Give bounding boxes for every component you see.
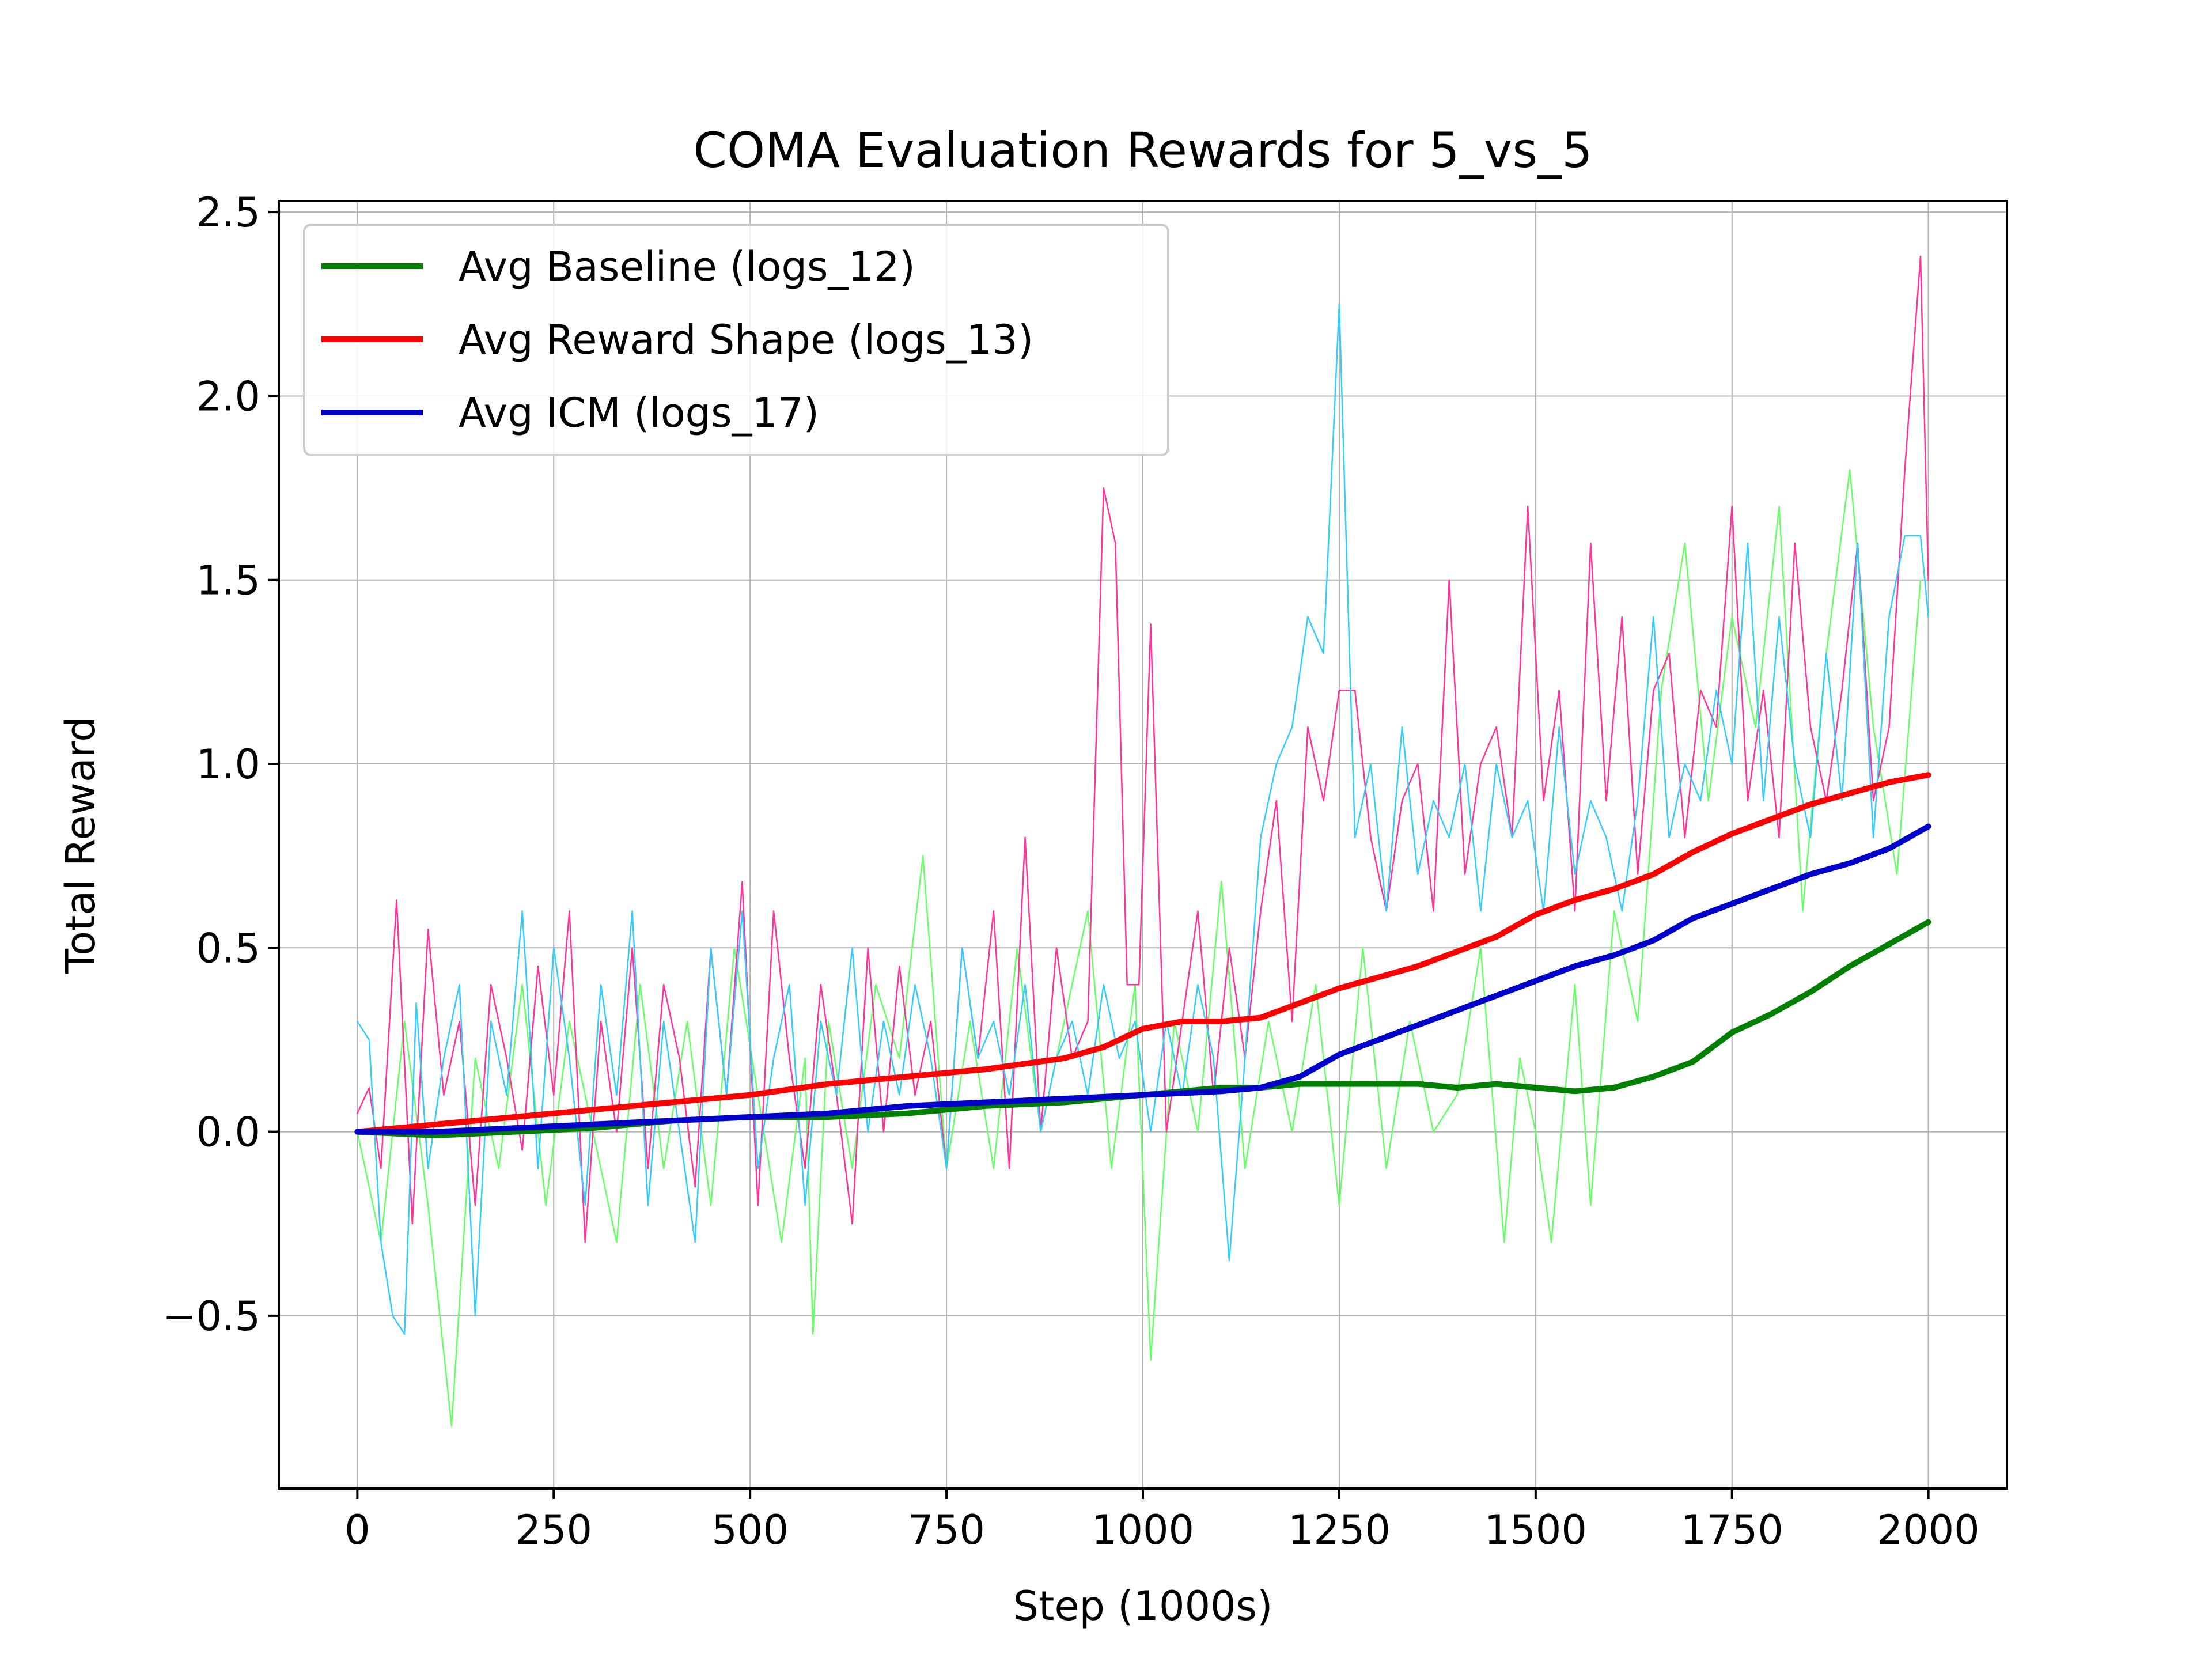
x-tick-label: 250 — [515, 1506, 592, 1554]
x-tick-label: 1250 — [1288, 1506, 1391, 1554]
x-tick-label: 500 — [711, 1506, 789, 1554]
y-axis-label: Total Reward — [57, 716, 104, 974]
chart-title: COMA Evaluation Rewards for 5_vs_5 — [693, 122, 1592, 179]
raw-series-line-4 — [357, 468, 1922, 1427]
legend-label: Avg Reward Shape (logs_13) — [459, 316, 1033, 364]
x-tick-label: 1000 — [1092, 1506, 1194, 1554]
x-tick-label: 0 — [344, 1506, 370, 1554]
x-tick-label: 1500 — [1484, 1506, 1587, 1554]
x-tick-label: 750 — [908, 1506, 985, 1554]
series-line-3 — [354, 823, 1931, 1135]
legend-label: Avg Baseline (logs_12) — [459, 243, 915, 290]
raw-series-line-5 — [357, 255, 1929, 1243]
x-tick-label: 2000 — [1877, 1506, 1980, 1554]
legend-label: Avg ICM (logs_17) — [459, 389, 819, 437]
y-tick-label: 2.0 — [196, 373, 260, 420]
legend: Avg Baseline (logs_12) Avg Reward Shape (… — [303, 224, 1169, 456]
y-tick-label: 0.5 — [196, 925, 260, 972]
series-layer — [354, 255, 1931, 1427]
x-axis-label: Step (1000s) — [1013, 1583, 1273, 1630]
series-line-2 — [354, 772, 1931, 1135]
x-tick-label: 1750 — [1681, 1506, 1783, 1554]
y-tick-label: 1.0 — [196, 741, 260, 788]
y-tick-label: 1.5 — [196, 557, 260, 604]
y-tick-label: −0.5 — [162, 1293, 260, 1340]
raw-series-line-6 — [357, 303, 1929, 1335]
ticks: 0 250 500 750 1000 1250 1500 1750 2000 −0.5 0.0 0.5… — [162, 189, 1980, 1554]
y-tick-label: 2.5 — [196, 189, 260, 236]
y-tick-label: 0.0 — [196, 1109, 260, 1156]
legend-box — [303, 224, 1169, 456]
